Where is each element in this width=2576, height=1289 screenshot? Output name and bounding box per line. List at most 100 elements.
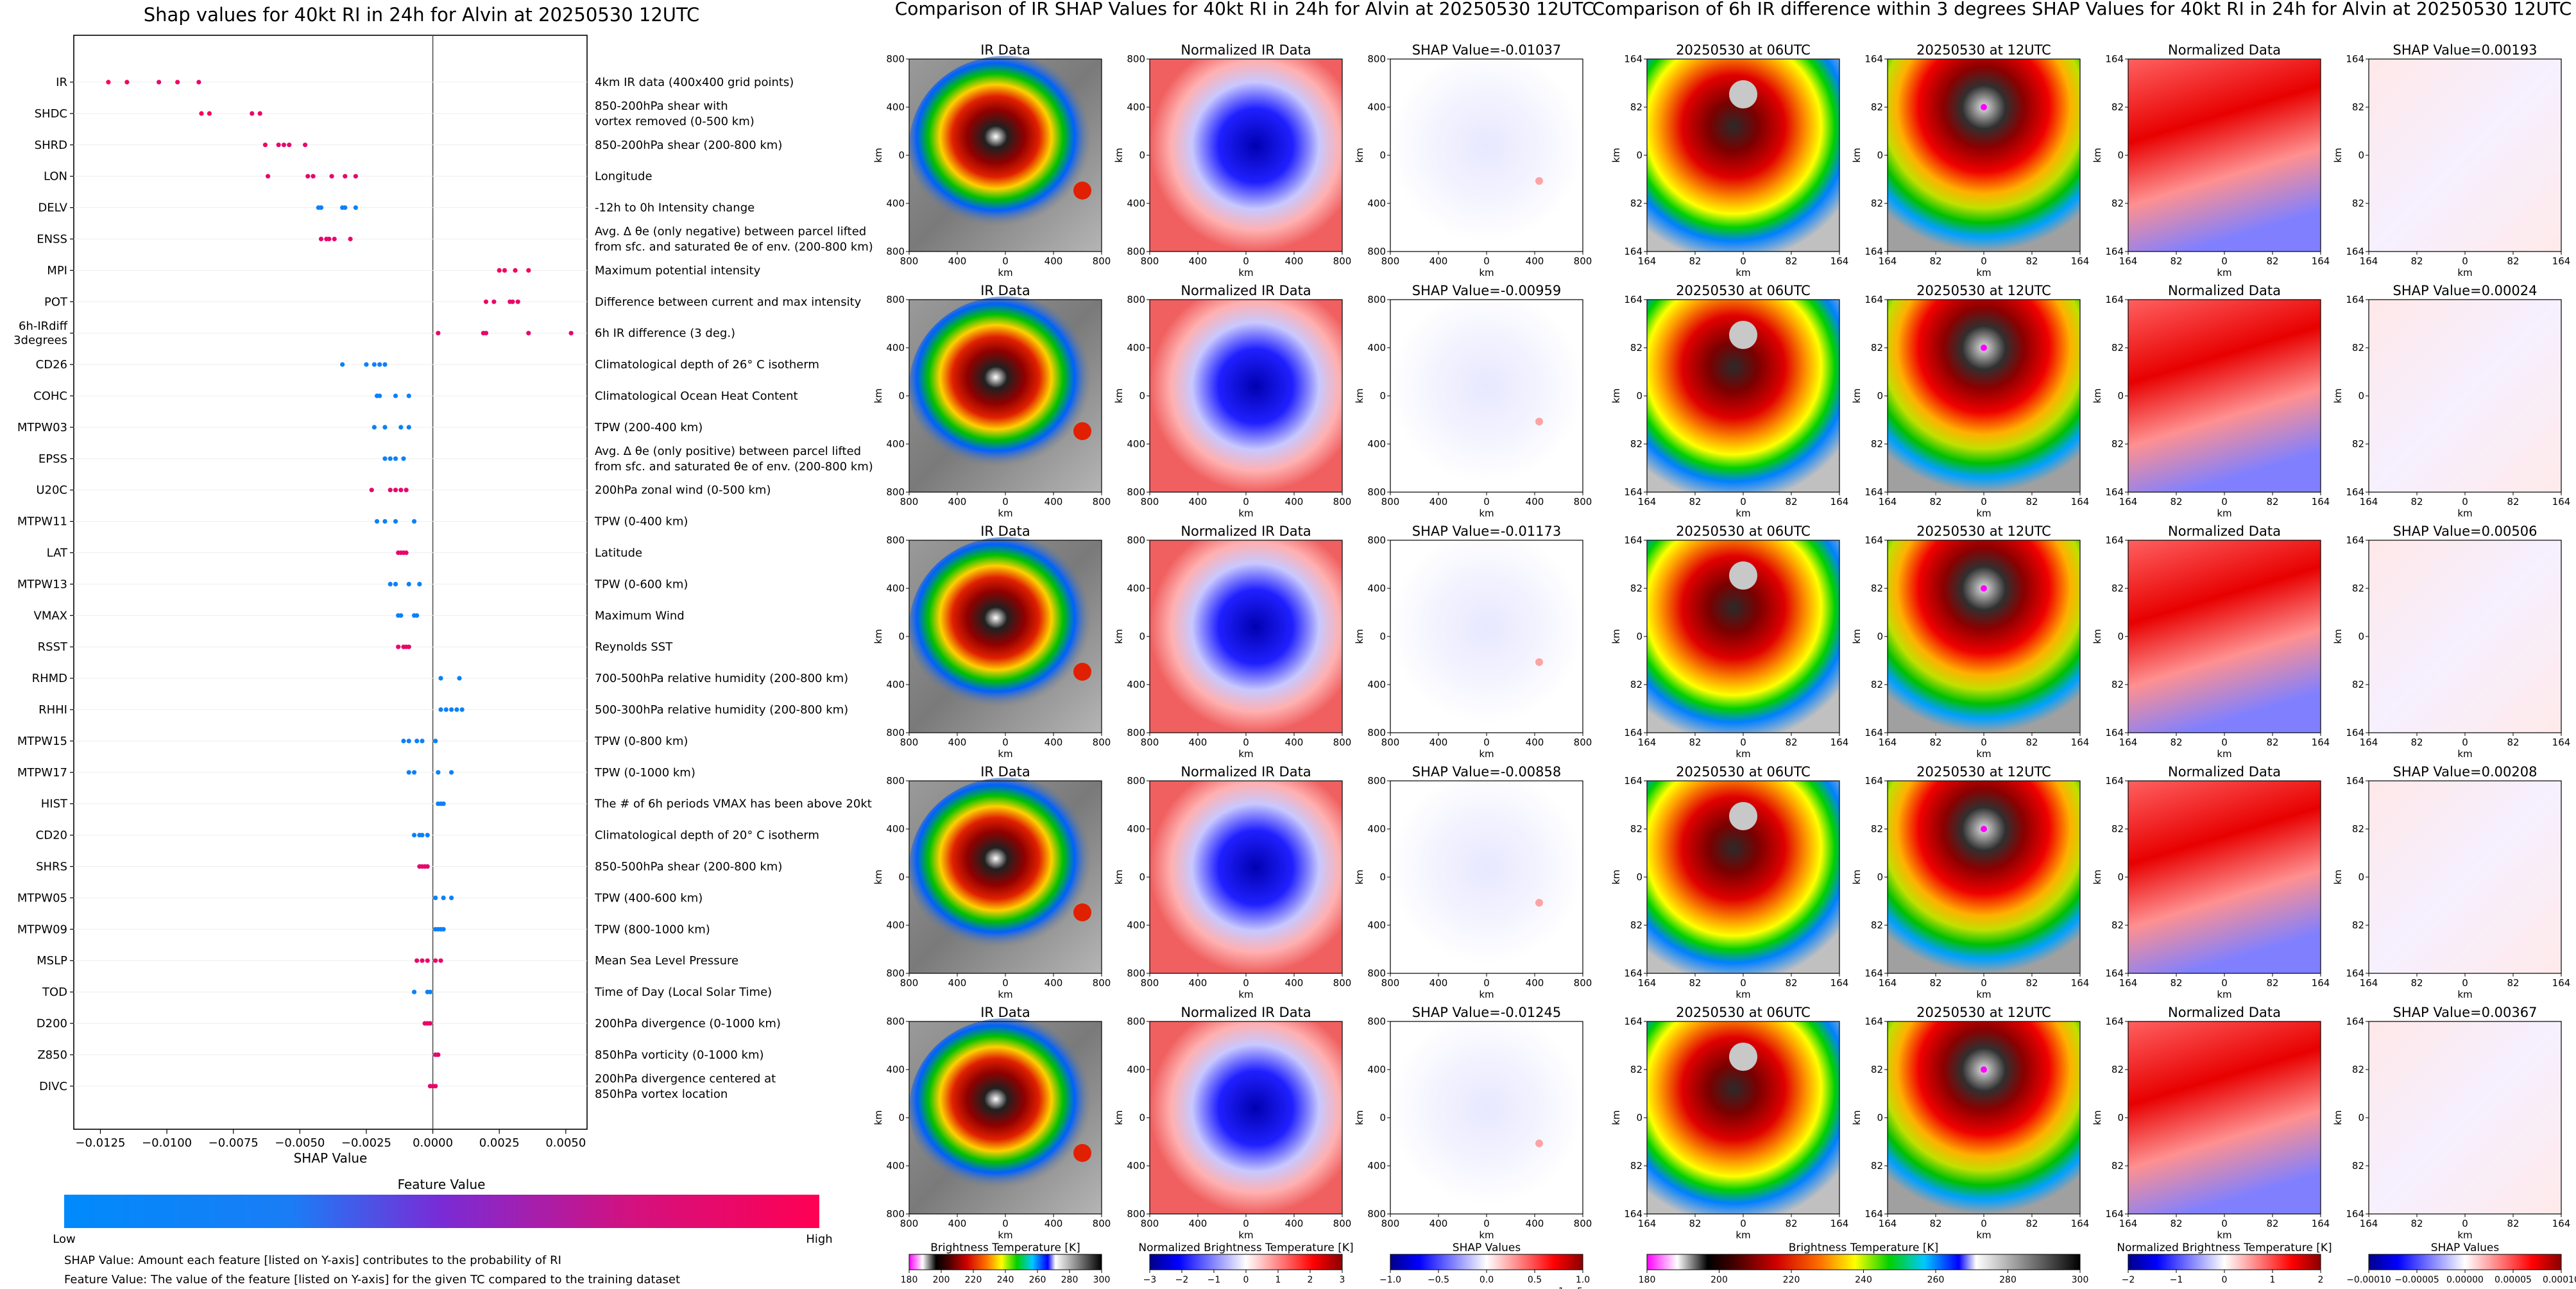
x-tick-label: 800 xyxy=(1093,255,1111,267)
y-tick-label: 82 xyxy=(2352,1160,2364,1172)
y-tick-label: 0 xyxy=(898,1112,905,1123)
y-tick-label: 82 xyxy=(1871,1064,1883,1075)
panel-title: SHAP Value=0.00208 xyxy=(2393,764,2538,780)
feature-label: MTPW17 xyxy=(17,766,67,780)
diff-shap-image xyxy=(2369,781,2561,973)
y-tick-label: 82 xyxy=(2111,583,2124,594)
x-tick-label: 82 xyxy=(2266,1218,2278,1229)
feature-label: MTPW11 xyxy=(17,515,67,529)
x-tick-label: 82 xyxy=(2410,1218,2423,1229)
x-axis-label: km xyxy=(2217,267,2231,278)
x-tick-label: 800 xyxy=(900,496,919,508)
x-tick-label: 82 xyxy=(2026,977,2038,989)
shap-point xyxy=(124,80,130,85)
panel-title: Normalized IR Data xyxy=(1181,524,1311,539)
feature-label: LON xyxy=(44,170,67,184)
shap-point xyxy=(175,80,180,85)
shap-point xyxy=(436,1052,441,1057)
colorbar: Normalized Brightness Temperature [K] −2 −… xyxy=(2117,1242,2332,1285)
x-tick-label: 82 xyxy=(2507,1218,2519,1229)
y-tick-label: 400 xyxy=(886,1160,905,1172)
colorbar-tick-label: 1.0 xyxy=(1576,1275,1590,1285)
diff-comparison-title: Comparison of 6h IR difference within 3 … xyxy=(1592,0,2572,19)
feature-label: 3degrees xyxy=(13,334,67,347)
x-tick-label: 400 xyxy=(1045,737,1063,748)
ir-storm xyxy=(909,296,1102,476)
y-tick-label: 400 xyxy=(1367,198,1386,209)
y-axis-label: km xyxy=(873,869,884,884)
colorbar-tick-label: 0.00005 xyxy=(2495,1275,2532,1285)
x-tick-label: 164 xyxy=(2552,496,2571,508)
shap-point xyxy=(454,707,459,712)
shap-point xyxy=(377,362,382,367)
feature-rows: IR 4km IR data (400x400 grid points) SHDC 8… xyxy=(13,76,873,1101)
x-tick-label: 82 xyxy=(1785,496,1797,508)
x-tick-label: 82 xyxy=(1929,255,1941,267)
y-tick-label: 0 xyxy=(2117,149,2124,161)
y-tick-label: 164 xyxy=(2105,1208,2124,1220)
colorbar-row: Brightness Temperature [K]180 200 220 240 26… xyxy=(901,1242,2576,1289)
x-tick-label: 800 xyxy=(1574,255,1592,267)
y-tick-label: 82 xyxy=(1630,823,1642,835)
x-tick-label: 164 xyxy=(2312,1218,2330,1229)
feature-label: CD20 xyxy=(36,829,67,842)
y-tick-label: 164 xyxy=(1864,775,1883,787)
y-tick-label: 800 xyxy=(886,1016,905,1027)
shap-point xyxy=(427,1021,433,1026)
shap-point xyxy=(513,268,518,273)
y-tick-label: 82 xyxy=(2111,198,2124,209)
y-tick-label: 164 xyxy=(2105,246,2124,257)
x-tick-label: 164 xyxy=(2119,977,2138,989)
storm-center-marker xyxy=(1981,104,1987,110)
y-tick-label: 82 xyxy=(2111,342,2124,354)
x-axis-label: km xyxy=(998,748,1012,760)
x-tick-label: 82 xyxy=(1689,737,1701,748)
colorbar-tick-label: −2 xyxy=(1175,1275,1189,1285)
y-tick-label: 0 xyxy=(1636,631,1642,642)
shap-point xyxy=(433,895,438,900)
shap-point xyxy=(329,174,334,179)
y-tick-label: 82 xyxy=(2111,101,2124,113)
x-tick-label: 400 xyxy=(1526,1218,1544,1229)
colorbar-tick-label: 280 xyxy=(1061,1275,1079,1285)
shap-point xyxy=(404,488,409,493)
x-tick-label: 0 xyxy=(2221,496,2228,508)
y-tick-label: 0 xyxy=(1139,149,1145,161)
y-axis-label: km xyxy=(1851,629,1863,644)
y-tick-label: 0 xyxy=(1636,390,1642,402)
y-tick-label: 164 xyxy=(2346,294,2364,305)
y-tick-label: 800 xyxy=(1367,1208,1386,1220)
colorbar-tick-label: 220 xyxy=(1783,1275,1800,1285)
shap-point xyxy=(382,456,388,461)
x-axis-label: km xyxy=(1736,1229,1750,1241)
colorbar-tick-label: 3 xyxy=(1340,1275,1345,1285)
x-axis-label: km xyxy=(2217,989,2231,1000)
y-tick-label: 0 xyxy=(2358,149,2364,161)
x-axis-label: SHAP Value xyxy=(294,1150,368,1166)
y-tick-label: 400 xyxy=(886,583,905,594)
feature-description: 500-300hPa relative humidity (200-800 km… xyxy=(595,703,848,717)
x-tick-label: 0 xyxy=(1243,255,1249,267)
y-tick-label: 0 xyxy=(1636,871,1642,883)
colorbar-gradient xyxy=(1390,1254,1583,1270)
x-tick-label: 82 xyxy=(1929,1218,1941,1229)
y-tick-label: 82 xyxy=(1630,198,1642,209)
ir-12utc-image xyxy=(1888,59,2080,252)
shap-point xyxy=(303,142,308,148)
y-tick-label: 800 xyxy=(886,727,905,738)
colorbar-tick-label: 220 xyxy=(965,1275,982,1285)
colorbar-tick-label: 240 xyxy=(997,1275,1014,1285)
feature-description: Avg. Δ θe (only positive) between parcel… xyxy=(595,445,861,458)
y-axis-label: km xyxy=(1610,388,1622,403)
feature-label: RHHI xyxy=(38,703,67,717)
diff-shap-image xyxy=(2369,540,2561,733)
y-tick-label: 164 xyxy=(1624,1208,1642,1220)
colorbar-gradient xyxy=(908,1254,1102,1270)
y-tick-label: 0 xyxy=(1139,871,1145,883)
left-chart-title: Shap values for 40kt RI in 24h for Alvin… xyxy=(144,4,700,26)
y-tick-label: 82 xyxy=(2352,101,2364,113)
